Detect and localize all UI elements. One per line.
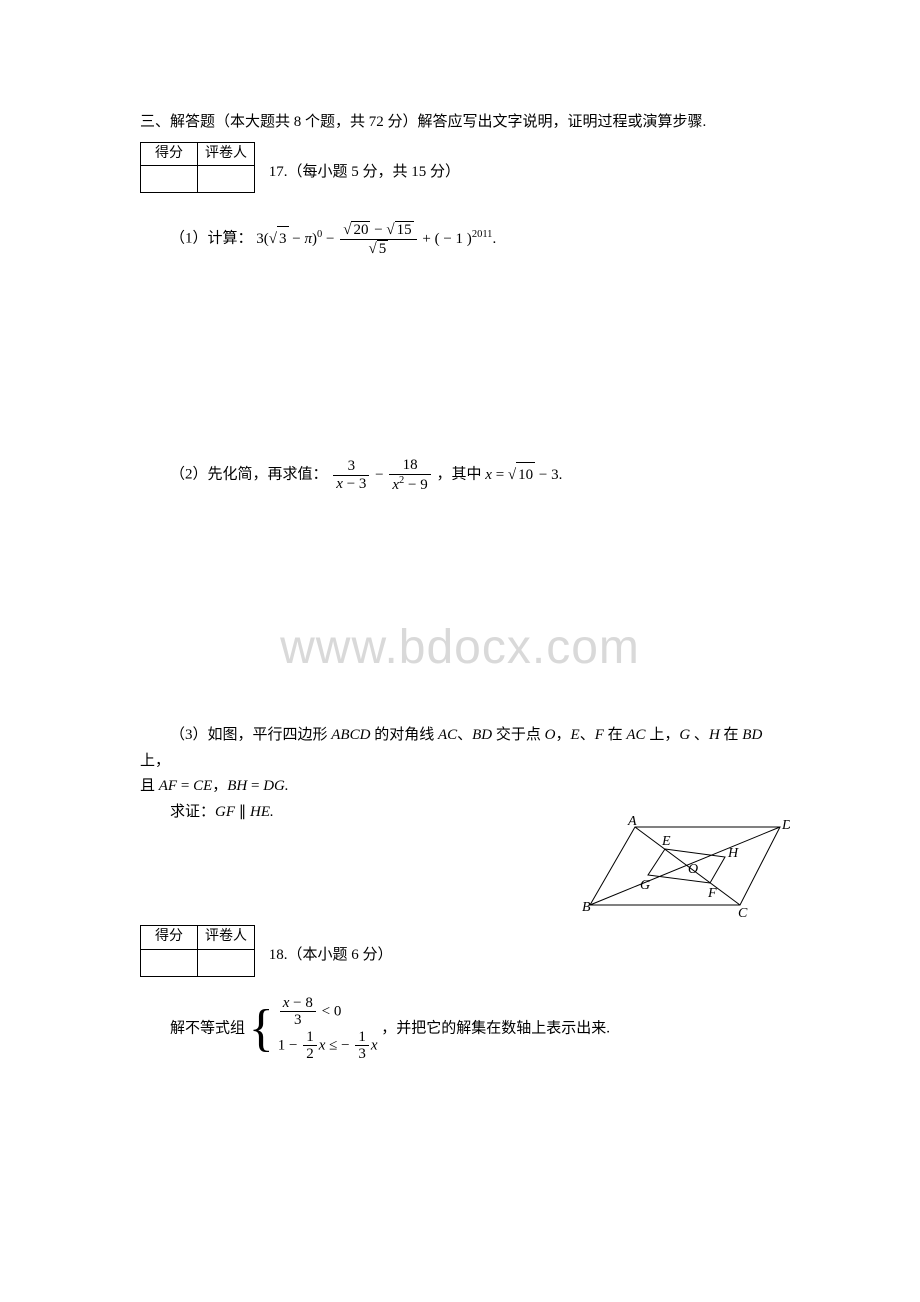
q17-p2-expr: 3 x − 3 − 18 x2 − 9 — [331, 467, 436, 483]
svg-text:G: G — [640, 878, 650, 893]
q17-title: 17.（每小题 5 分，共 15 分） — [269, 142, 460, 184]
q17-p1-label: （1）计算： — [170, 231, 253, 247]
q18-title: 18.（本小题 6 分） — [269, 925, 393, 967]
grader-col-label-18: 评卷人 — [198, 926, 255, 949]
q17-p3-seg-b: 的对角线 — [370, 727, 438, 743]
svg-text:F: F — [707, 886, 717, 901]
q17-p3-line1: （3）如图，平行四边形 ABCD 的对角线 AC、BD 交于点 O，E、F 在 … — [140, 723, 780, 774]
score-table-18: 得分 评卷人 — [140, 925, 255, 976]
q17-p2-tail-expr: x = 10 − 3. — [485, 467, 562, 483]
grader-cell — [198, 166, 255, 193]
svg-text:O: O — [688, 862, 698, 877]
svg-text:H: H — [727, 846, 739, 861]
q17-p2-tail-prefix: ，其中 — [437, 467, 486, 483]
score-col-label-18: 得分 — [141, 926, 198, 949]
q18-stem: 解不等式组 { x − 8 3 < 0 1 − 12x ≤ − 13x ，并把它… — [170, 995, 780, 1063]
score-table-17: 得分 评卷人 — [140, 142, 255, 193]
q17-part1: （1）计算： 3(3 − π)0 − 20 − 15 5 + ( − 1 )20… — [170, 221, 780, 257]
q17-p3-seg-g: 上， — [140, 753, 170, 769]
q17-p3-prove-label: 求证： — [170, 804, 215, 820]
svg-text:B: B — [582, 900, 591, 915]
q17-p3-prove-row: 求证：GF ∥ HE. A D — [140, 800, 780, 826]
section-header: 三、解答题（本大题共 8 个题，共 72 分）解答应写出文字说明，证明过程或演算… — [140, 110, 780, 134]
q17-p3-line2-a: 且 — [140, 778, 159, 794]
q18-block: 得分 评卷人 18.（本小题 6 分） 解不等式组 { x − 8 3 < 0 — [140, 925, 780, 1062]
q17-p3-seg-c: 交于点 — [492, 727, 545, 743]
parallelogram-diagram: A D B C E H F G O — [580, 815, 790, 925]
grader-cell-18 — [198, 949, 255, 976]
score-col-label: 得分 — [141, 143, 198, 166]
q18-stem-b: ，并把它的解集在数轴上表示出来. — [381, 1020, 610, 1036]
q17-part3: （3）如图，平行四边形 ABCD 的对角线 AC、BD 交于点 O，E、F 在 … — [140, 723, 780, 825]
svg-text:A: A — [627, 815, 637, 829]
q17-p3-line2: 且 AF = CE，BH = DG. — [140, 774, 780, 800]
q17-part2: （2）先化简，再求值： 3 x − 3 − 18 x2 − 9 ，其中 x = … — [170, 457, 780, 493]
q17-p1-expr: 3(3 − π)0 − 20 − 15 5 + ( − 1 )2011. — [256, 231, 496, 247]
grader-col-label: 评卷人 — [198, 143, 255, 166]
score-cell — [141, 166, 198, 193]
q18-stem-a: 解不等式组 — [170, 1020, 245, 1036]
score-cell-18 — [141, 949, 198, 976]
q17-p2-label: （2）先化简，再求值： — [170, 467, 328, 483]
q17-p3-seg-e: 上， — [646, 727, 680, 743]
q17-header: 得分 评卷人 17.（每小题 5 分，共 15 分） — [140, 142, 780, 193]
inequality-system: { x − 8 3 < 0 1 − 12x ≤ − 13x — [249, 995, 378, 1063]
q17-p3-seg-f: 在 — [720, 727, 743, 743]
svg-text:C: C — [738, 906, 748, 921]
svg-text:D: D — [781, 818, 790, 833]
svg-text:E: E — [661, 834, 671, 849]
q17-p3-seg-d: 在 — [604, 727, 627, 743]
q17-p3-seg-a: （3）如图，平行四边形 — [170, 727, 331, 743]
